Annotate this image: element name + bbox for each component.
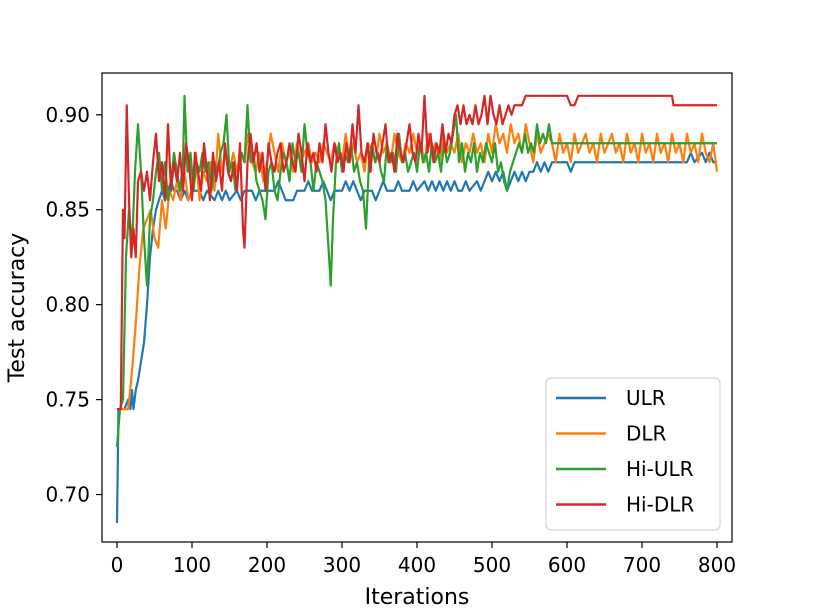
series-layer	[115, 94, 719, 524]
legend-label-hi-ulr: Hi-ULR	[626, 457, 694, 481]
legend-label-ulr: ULR	[626, 386, 666, 410]
y-tick-label: 0.80	[45, 293, 90, 317]
x-tick-label: 600	[548, 553, 586, 577]
series-line-hi-dlr	[117, 94, 717, 411]
y-tick-label: 0.75	[45, 388, 90, 412]
legend: ULR DLR Hi-ULR Hi-DLR	[545, 377, 721, 531]
x-tick-label: 0	[111, 553, 124, 577]
x-tick-label: 800	[698, 553, 736, 577]
x-tick-label: 500	[473, 553, 511, 577]
x-axis-title: Iterations	[365, 585, 470, 610]
x-tick-label: 300	[323, 553, 361, 577]
x-tick-label: 200	[248, 553, 286, 577]
x-tick-label: 700	[623, 553, 661, 577]
y-tick-label: 0.85	[45, 198, 90, 222]
x-axis: 0 100 200 300 400 500 600 700 800	[111, 542, 736, 577]
y-axis: 0.70 0.75 0.80 0.85 0.90	[45, 103, 102, 507]
legend-box	[545, 377, 721, 531]
y-tick-label: 0.70	[45, 483, 90, 507]
y-axis-title: Test accuracy	[5, 233, 30, 384]
legend-label-dlr: DLR	[626, 422, 667, 446]
x-tick-label: 100	[173, 553, 211, 577]
legend-label-hi-dlr: Hi-DLR	[626, 493, 694, 517]
y-tick-label: 0.90	[45, 103, 90, 127]
x-tick-label: 400	[398, 553, 436, 577]
